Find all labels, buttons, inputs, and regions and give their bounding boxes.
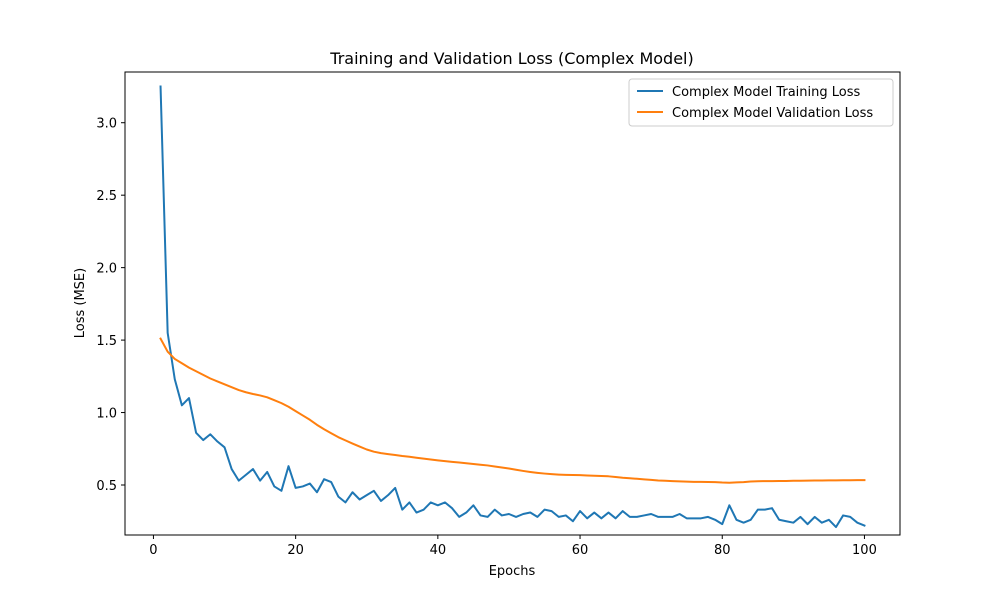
y-tick-label: 0.5 [96,479,117,494]
chart-title: Training and Validation Loss (Complex Mo… [329,49,693,68]
axes-frame [124,71,901,536]
x-tick-label: 0 [149,543,157,558]
x-axis-title: Epochs [489,564,536,579]
x-tick-label: 80 [714,543,731,558]
legend-label-validation-loss: Complex Model Validation Loss [672,106,873,121]
y-tick-label: 2.0 [96,262,117,277]
x-tick-label: 40 [430,543,447,558]
series-line-validation-loss [159,337,866,484]
x-tick-label: 60 [572,543,589,558]
y-axis-title: Loss (MSE) [73,268,88,338]
y-tick-label: 2.5 [96,189,117,204]
y-tick-label: 1.5 [96,334,117,349]
plot-area: 0 20 40 60 80 100 0.5 1.0 1.5 2.0 2.5 3.0 [96,71,901,558]
y-tick-label: 3.0 [96,117,117,132]
y-tick-label: 1.0 [96,407,117,422]
x-tick-label: 20 [287,543,304,558]
series-line-training-loss [159,85,866,529]
legend: Complex Model Training Loss Complex Model… [628,78,894,127]
legend-label-training-loss: Complex Model Training Loss [672,85,860,100]
legend-box [628,78,894,127]
x-tick-label: 100 [852,543,877,558]
